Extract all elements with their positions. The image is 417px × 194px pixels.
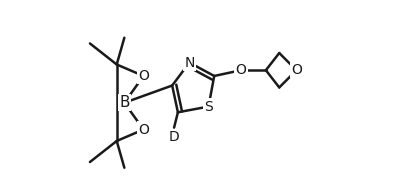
Text: D: D <box>169 130 179 144</box>
Text: S: S <box>204 100 213 113</box>
Text: O: O <box>138 122 149 137</box>
Text: O: O <box>291 63 302 77</box>
Text: B: B <box>119 95 130 110</box>
Text: O: O <box>236 63 246 77</box>
Text: N: N <box>184 55 195 70</box>
Text: O: O <box>138 69 149 83</box>
